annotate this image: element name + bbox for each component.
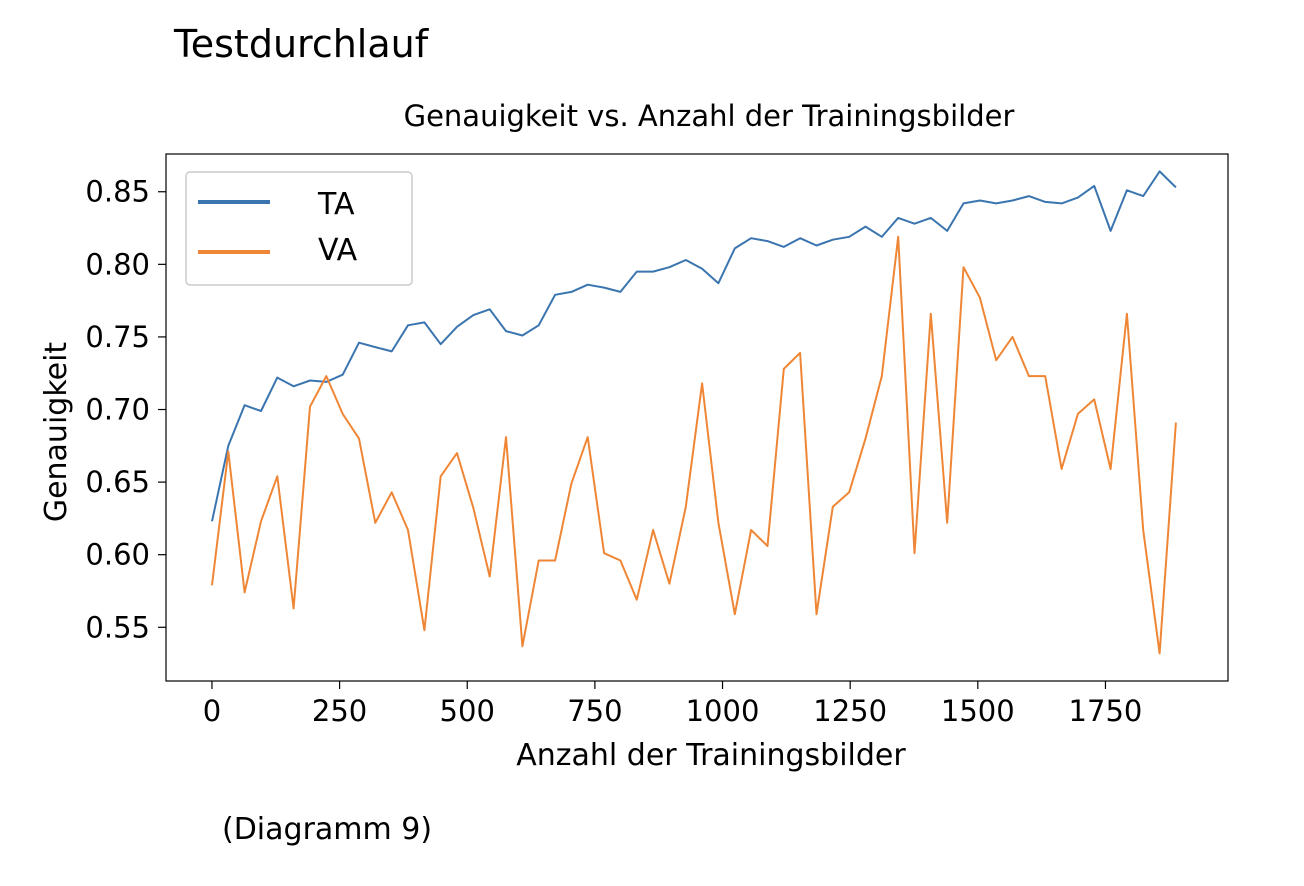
page-heading: Testdurchlauf [174,22,429,66]
x-axis: 0 250 500 750 1000 1250 1500 1750 [203,681,1143,728]
legend-label-ta: TA [317,187,355,222]
y-tick-label: 0.55 [85,610,150,644]
y-tick-label: 0.65 [85,465,150,499]
x-tick-label: 1250 [813,694,887,728]
y-axis: 0.55 0.60 0.65 0.70 0.75 0.80 0.85 [85,175,166,644]
series-line-va [211,235,1177,655]
chart-title: Genauigkeit vs. Anzahl der Trainingsbild… [404,99,1015,133]
x-tick-label: 500 [440,694,495,728]
y-axis-label: Genauigkeit [39,342,74,523]
series-line-ta [211,170,1177,522]
y-tick-label: 0.80 [85,247,150,281]
x-tick-label: 1750 [1069,694,1143,728]
x-tick-label: 0 [203,694,221,728]
figure-caption: (Diagramm 9) [222,812,433,847]
y-tick-label: 0.85 [85,175,150,209]
y-tick-label: 0.70 [85,393,150,427]
legend-box [185,171,413,286]
x-tick-label: 750 [567,694,622,728]
x-tick-label: 1500 [941,694,1015,728]
x-tick-label: 1000 [686,694,760,728]
plot-area [211,170,1177,655]
x-tick-label: 250 [312,694,367,728]
legend-label-va: VA [318,233,358,268]
y-tick-label: 0.60 [85,538,150,572]
legend: TA VA [185,171,413,286]
x-axis-label: Anzahl der Trainingsbilder [516,738,906,773]
plot-frame [165,153,1229,682]
y-tick-label: 0.75 [85,320,150,354]
